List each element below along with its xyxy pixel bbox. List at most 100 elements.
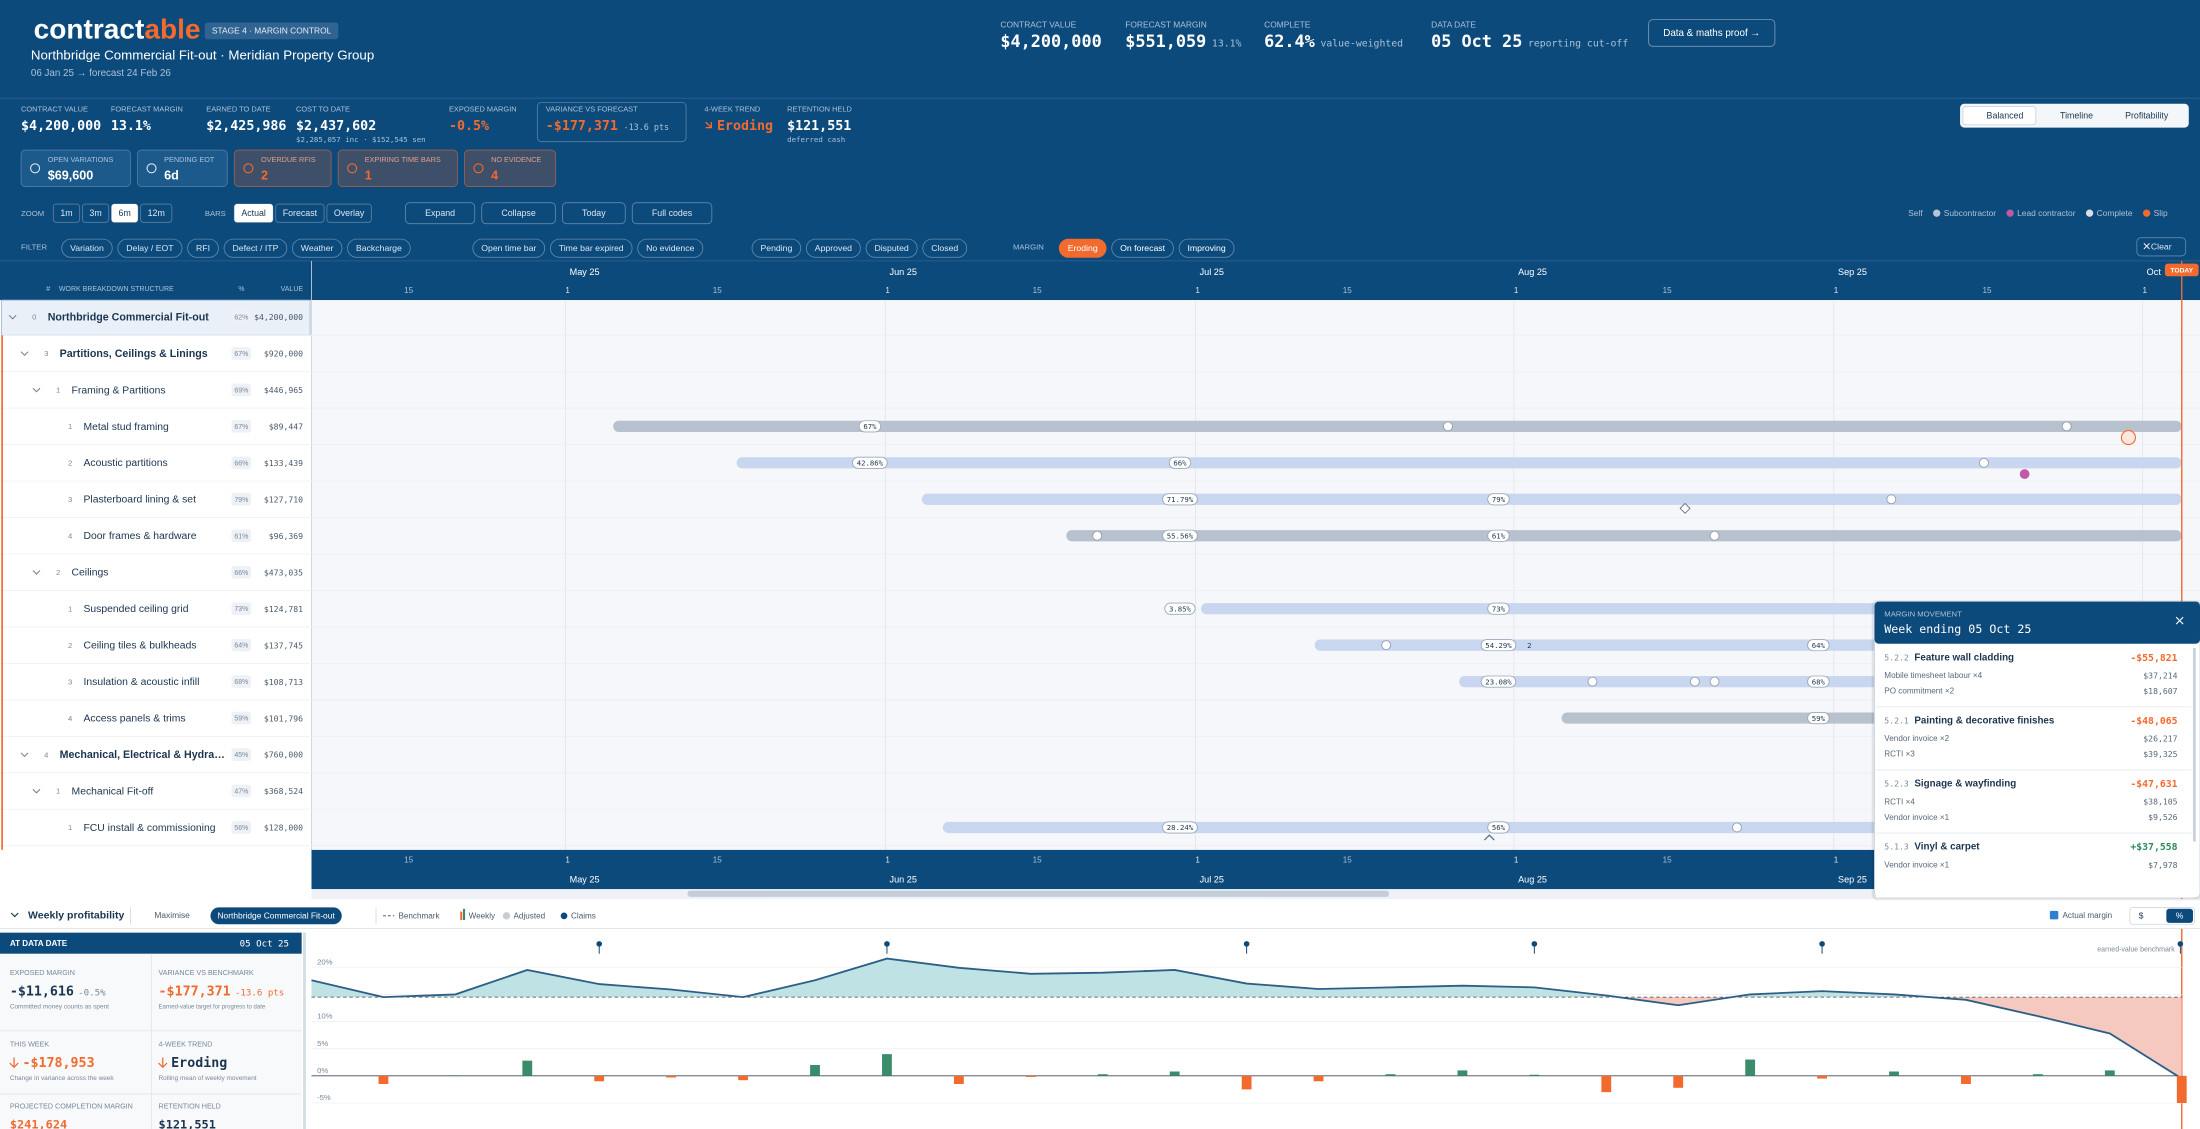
row-name[interactable]: Mechanical, Electrical & Hydra… <box>60 749 225 761</box>
filter-pill[interactable] <box>865 238 918 258</box>
filter-pill[interactable] <box>223 238 288 258</box>
view-tab[interactable]: Profitability <box>2125 111 2169 121</box>
row-value: $124,781 <box>264 604 303 614</box>
row-name[interactable]: Door frames & hardware <box>83 531 196 542</box>
margin-pill[interactable] <box>1058 238 1107 258</box>
filter-pill[interactable] <box>187 238 219 258</box>
filter-pill-label[interactable]: Open time bar <box>481 243 536 253</box>
zoom-button[interactable] <box>111 203 139 223</box>
row-name[interactable]: Plasterboard lining & set <box>83 495 196 506</box>
filter-pill-label[interactable]: Defect / ITP <box>232 243 278 253</box>
row-name[interactable]: Ceiling tiles & bulkheads <box>83 641 196 652</box>
filter-pill-label[interactable]: RFI <box>196 243 210 253</box>
row-name[interactable]: Ceilings <box>72 568 109 579</box>
margin-pill[interactable] <box>1178 238 1235 258</box>
bars-option[interactable]: Actual <box>241 208 266 218</box>
scope-chip-label[interactable]: Northbridge Commercial Fit-out <box>217 910 335 920</box>
filter-pill-label[interactable]: Disputed <box>874 243 908 253</box>
clear-button[interactable] <box>2136 237 2187 257</box>
filter-pill[interactable] <box>291 238 343 258</box>
zoom-option[interactable]: 6m <box>119 208 131 218</box>
filter-pill[interactable] <box>117 238 183 258</box>
row-name[interactable]: Insulation & acoustic infill <box>83 677 199 688</box>
alert-chip[interactable] <box>337 149 458 187</box>
action-button[interactable] <box>631 202 713 225</box>
margin-pill[interactable] <box>1111 238 1174 258</box>
alert-chip[interactable] <box>463 149 557 187</box>
margin-pill-label[interactable]: On forecast <box>1120 243 1166 253</box>
zoom-button[interactable] <box>140 203 173 223</box>
maximise-label[interactable]: Maximise <box>154 910 190 920</box>
bars-button[interactable] <box>275 203 325 223</box>
action-button[interactable] <box>405 202 476 225</box>
stage-badge[interactable]: STAGE 4 · MARGIN CONTROL <box>212 25 332 35</box>
action-button[interactable] <box>561 202 626 225</box>
bar-label-bg <box>1487 602 1510 615</box>
row-name[interactable]: Access panels & trims <box>83 714 185 725</box>
filter-pill-label[interactable]: Closed <box>931 243 958 253</box>
toggle-label[interactable]: Actual margin <box>2063 911 2113 920</box>
zoom-option[interactable]: 1m <box>60 208 72 218</box>
proof-button[interactable] <box>1648 19 1776 47</box>
row-name[interactable]: Mechanical Fit-off <box>72 786 154 797</box>
filter-pill[interactable] <box>805 238 861 258</box>
zoom-option[interactable]: 3m <box>89 208 101 218</box>
row-name[interactable]: FCU install & commissioning <box>83 823 215 834</box>
action-label[interactable]: Collapse <box>501 208 535 218</box>
alert-value: $69,600 <box>48 168 94 182</box>
filter-pill[interactable] <box>61 238 113 258</box>
popup-item-name[interactable]: Painting & decorative finishes <box>1914 715 2054 726</box>
view-tab[interactable]: Timeline <box>2060 111 2093 121</box>
row-name[interactable]: Metal stud framing <box>83 422 169 433</box>
action-button[interactable] <box>481 202 556 225</box>
bar-label-bg <box>1164 602 1196 615</box>
margin-pill-label[interactable]: Eroding <box>1068 243 1098 253</box>
zoom-option[interactable]: 12m <box>148 208 165 218</box>
filter-pill-label[interactable]: Delay / EOT <box>126 243 174 253</box>
filter-pill[interactable] <box>922 238 968 258</box>
row-name[interactable]: Framing & Partitions <box>72 385 166 396</box>
unit-option[interactable]: % <box>2176 910 2184 920</box>
action-label[interactable]: Today <box>582 208 606 218</box>
alert-chip[interactable] <box>20 149 131 187</box>
stage-badge-bg[interactable] <box>204 22 339 40</box>
filter-pill-label[interactable]: Variation <box>70 243 104 253</box>
toggle-checkbox[interactable] <box>2049 910 2059 920</box>
action-label[interactable]: Full codes <box>652 208 693 218</box>
popup-item-name[interactable]: Signage & wayfinding <box>1914 779 2016 790</box>
bars-button[interactable] <box>233 203 274 223</box>
bars-option[interactable]: Overlay <box>334 208 365 218</box>
alert-chip[interactable] <box>137 149 228 187</box>
filter-pill-label[interactable]: No evidence <box>646 243 694 253</box>
unit-option[interactable]: $ <box>2139 910 2144 920</box>
row-name[interactable]: Acoustic partitions <box>83 458 167 469</box>
row-name[interactable]: Partitions, Ceilings & Linings <box>60 348 208 360</box>
filter-pill[interactable] <box>751 238 802 258</box>
proof-button-label[interactable]: Data & maths proof → <box>1663 28 1760 39</box>
filter-pill[interactable] <box>472 238 546 258</box>
bars-button[interactable] <box>326 203 372 223</box>
popup-item-name[interactable]: Feature wall cladding <box>1914 652 2014 663</box>
zoom-button[interactable] <box>52 203 81 223</box>
popup-item-name[interactable]: Vinyl & carpet <box>1914 842 1980 853</box>
zoom-button[interactable] <box>82 203 110 223</box>
filter-pill-label[interactable]: Time bar expired <box>559 243 624 253</box>
view-tab[interactable]: Balanced <box>1987 111 2024 121</box>
margin-pill-label[interactable]: Improving <box>1188 243 1226 253</box>
filter-pill-label[interactable]: Pending <box>760 243 792 253</box>
row-name[interactable]: Suspended ceiling grid <box>83 604 188 615</box>
filter-pill-label[interactable]: Backcharge <box>356 243 402 253</box>
filter-pill-label[interactable]: Approved <box>815 243 852 253</box>
bars-option[interactable]: Forecast <box>283 208 318 218</box>
clear-label[interactable]: Clear <box>2151 242 2172 252</box>
filter-pill[interactable] <box>347 238 411 258</box>
scope-chip[interactable] <box>210 907 342 925</box>
action-label[interactable]: Expand <box>425 208 455 218</box>
alert-chip[interactable] <box>233 149 332 187</box>
filter-pill-label[interactable]: Weather <box>301 243 334 253</box>
scroll-thumb[interactable] <box>687 890 1390 897</box>
filter-pill[interactable] <box>549 238 633 258</box>
card-cell-extra: -0.5% <box>78 988 106 998</box>
filter-pill[interactable] <box>637 238 704 258</box>
row-name[interactable]: Northbridge Commercial Fit-out <box>48 311 210 323</box>
